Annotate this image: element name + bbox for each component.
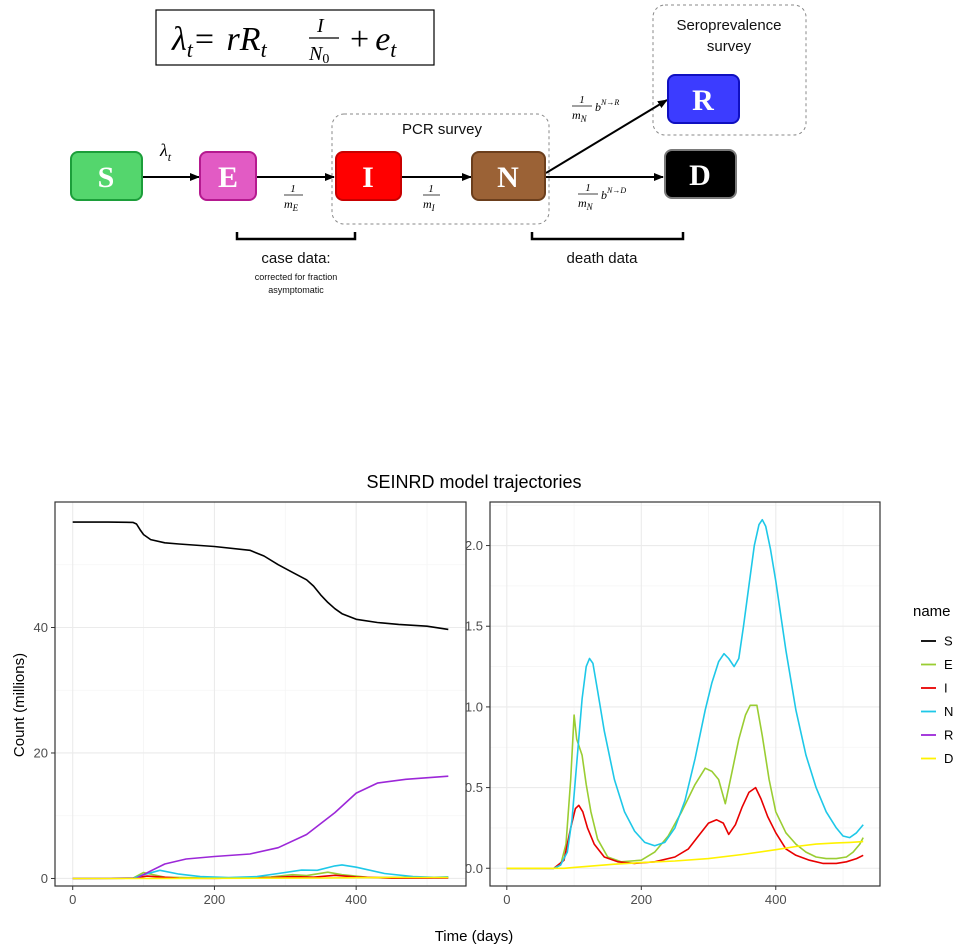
node-e-label: E [218, 161, 238, 194]
legend-label-R: R [944, 728, 953, 743]
legend-label-N: N [944, 704, 953, 719]
seinrd-chart: SEINRD model trajectories 0 200 400 0 20 40 0… [11, 472, 953, 945]
node-n-box [471, 151, 546, 201]
legend-label-S: S [944, 634, 953, 649]
seroprevalence-label-line1: Seroprevalence [676, 17, 781, 34]
svg-text:mN: mN [572, 108, 588, 124]
formula-frac-num: I [316, 15, 325, 37]
right-x-tick-label: 200 [630, 892, 652, 907]
right-y-tick-label: 1.0 [465, 699, 483, 714]
rate-label-n-d: 1 mN bN→D [578, 182, 626, 212]
svg-text:1: 1 [585, 182, 591, 194]
node-s-box [70, 151, 143, 201]
left-series-S [72, 521, 449, 631]
case-data-sublabel-1: corrected for fraction [255, 272, 338, 282]
right-panel-border [489, 501, 881, 887]
svg-text:1: 1 [290, 183, 296, 195]
node-d-box [664, 149, 737, 199]
left-y-tick-label: 0 [41, 871, 48, 886]
svg-text:mE: mE [284, 197, 299, 213]
left-series-D [72, 876, 449, 880]
legend-title: name [913, 603, 951, 620]
formula: λt= rRt [171, 21, 268, 62]
node-r: R [667, 74, 740, 124]
formula-frac-den: N0 [308, 43, 329, 67]
node-s-label: S [98, 161, 115, 194]
node-i-box [335, 151, 402, 201]
case-data-sublabel-2: asymptomatic [268, 285, 324, 295]
death-data-bracket [530, 232, 685, 241]
right-y-tick-label: 0.5 [465, 780, 483, 795]
pcr-survey-group [331, 113, 550, 225]
node-e-box [199, 151, 257, 201]
seinrd-diagram: λt= rRt I N0 + et PCR survey Seroprevalen… [70, 4, 807, 295]
legend-label-E: E [944, 657, 953, 672]
node-r-box [667, 74, 740, 124]
arrow-n-r [545, 99, 668, 174]
node-n: N [471, 151, 546, 201]
right-x-tick-label: 400 [765, 892, 787, 907]
right-panel-background [490, 502, 880, 886]
legend-label-I: I [944, 681, 948, 696]
right-series-D [506, 840, 864, 870]
node-e: E [199, 151, 257, 201]
node-n-label: N [497, 161, 519, 194]
svg-text:bN→R: bN→R [595, 98, 619, 114]
right-y-tick-label: 0.0 [465, 861, 483, 876]
node-i: I [335, 151, 402, 201]
x-axis-title: Time (days) [435, 928, 514, 945]
left-y-tick-label: 40 [34, 620, 48, 635]
left-series-R [72, 775, 449, 880]
right-panel: 0 200 400 0.0 0.5 1.0 1.5 2.0 [465, 501, 881, 907]
y-axis-title: Count (millions) [11, 653, 28, 757]
lambda-label: λt [159, 140, 172, 164]
seroprevalence-label-line2: survey [707, 38, 752, 55]
left-x-tick-label: 400 [345, 892, 367, 907]
right-series-N [506, 518, 864, 870]
left-y-tick-label: 20 [34, 745, 48, 760]
legend: name SEINRD [913, 603, 953, 766]
formula-box: λt= rRt I N0 + et [155, 9, 435, 67]
left-x-tick-label: 0 [69, 892, 76, 907]
svg-text:mI: mI [423, 197, 436, 213]
left-x-tick-label: 200 [204, 892, 226, 907]
left-panel: 0 200 400 0 20 40 [34, 501, 467, 907]
case-data-bracket [235, 232, 357, 241]
node-d: D [664, 149, 737, 199]
rate-label-n-r: 1 mN bN→R [572, 94, 619, 124]
seroprevalence-group [652, 4, 807, 136]
left-panel-border [54, 501, 467, 887]
case-data-label: case data: [261, 250, 330, 267]
death-data-label: death data [567, 250, 639, 267]
formula-tail: + et [350, 21, 397, 62]
right-y-tick-label: 2.0 [465, 538, 483, 553]
svg-text:1: 1 [579, 94, 585, 106]
left-panel-background [55, 502, 466, 886]
node-s: S [70, 151, 143, 201]
rate-label-e-i: 1 mE [284, 183, 303, 213]
node-r-label: R [692, 84, 714, 117]
right-x-tick-label: 0 [503, 892, 510, 907]
node-i-label: I [362, 161, 374, 194]
chart-title: SEINRD model trajectories [366, 472, 581, 492]
svg-text:mN: mN [578, 196, 594, 212]
svg-text:1: 1 [428, 183, 434, 195]
rate-label-i-n: 1 mI [423, 183, 440, 213]
right-series-I [506, 786, 864, 870]
svg-text:bN→D: bN→D [601, 186, 626, 202]
right-y-tick-label: 1.5 [465, 619, 483, 634]
node-d-label: D [689, 159, 711, 192]
legend-label-D: D [944, 751, 953, 766]
pcr-survey-label: PCR survey [402, 121, 483, 138]
left-series-N [72, 864, 449, 880]
